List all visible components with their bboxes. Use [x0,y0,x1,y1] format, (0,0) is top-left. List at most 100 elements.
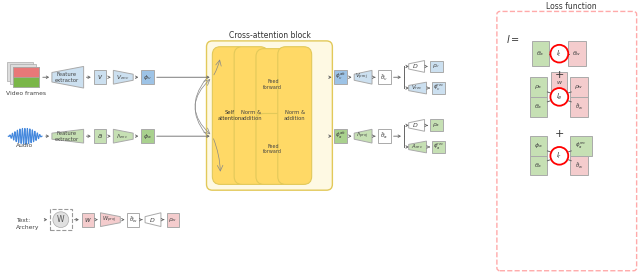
Text: $\rho_v$: $\rho_v$ [433,62,440,70]
Text: $\rho_a$: $\rho_a$ [534,83,543,91]
Text: $W_{proj}$: $W_{proj}$ [102,215,116,225]
FancyBboxPatch shape [278,47,312,184]
FancyBboxPatch shape [141,129,154,143]
Circle shape [53,212,68,227]
Text: $a$: $a$ [97,132,103,140]
Text: Loss function: Loss function [547,2,597,11]
Text: $\rho_w$: $\rho_w$ [574,83,584,91]
Polygon shape [354,129,372,143]
Text: $l =$: $l =$ [506,33,520,45]
FancyBboxPatch shape [433,82,445,94]
Text: $A_{rec}$: $A_{rec}$ [411,143,422,151]
Text: $\hat{\theta}_v$: $\hat{\theta}_v$ [380,72,388,83]
Text: $D$: $D$ [412,62,419,70]
FancyBboxPatch shape [570,136,592,156]
Text: $\Lambda_{proj}$: $\Lambda_{proj}$ [356,131,369,141]
FancyBboxPatch shape [431,119,444,131]
Text: W: W [57,215,65,224]
Polygon shape [145,213,161,227]
FancyBboxPatch shape [82,213,93,227]
Text: +: + [555,129,564,139]
Text: $\phi_v^{rec}$: $\phi_v^{rec}$ [433,83,444,93]
FancyBboxPatch shape [529,156,547,175]
Text: $\hat{\theta}_w$: $\hat{\theta}_w$ [129,214,138,225]
FancyBboxPatch shape [141,70,154,84]
Text: Feed
forward: Feed forward [264,143,282,154]
Text: $V_{proj}$: $V_{proj}$ [355,72,369,82]
Text: $l_r$: $l_r$ [556,151,563,161]
Text: $\phi_a$: $\phi_a$ [143,132,152,141]
Text: $\theta_w$: $\theta_w$ [572,49,582,58]
Text: Audio: Audio [15,143,33,148]
Text: $\phi_v^{att}$: $\phi_v^{att}$ [335,72,346,82]
FancyBboxPatch shape [529,77,547,97]
FancyBboxPatch shape [378,70,391,84]
FancyBboxPatch shape [13,68,39,87]
Text: Feature
extractor: Feature extractor [54,72,79,83]
Text: $w$: $w$ [556,79,563,86]
Text: $\theta_a$: $\theta_a$ [536,49,545,58]
Text: $v$: $v$ [97,73,103,81]
Text: $\phi_a$: $\phi_a$ [534,141,543,150]
Circle shape [550,147,568,165]
Text: $\phi_a^{att}$: $\phi_a^{att}$ [335,131,346,141]
Polygon shape [409,82,426,94]
FancyBboxPatch shape [7,62,33,81]
FancyBboxPatch shape [10,64,36,84]
Text: $w$: $w$ [84,216,92,224]
FancyBboxPatch shape [93,70,106,84]
Polygon shape [52,129,84,143]
Polygon shape [354,70,372,84]
Text: Norm &
addition: Norm & addition [240,110,262,121]
FancyBboxPatch shape [212,47,246,184]
Polygon shape [100,213,120,227]
Text: $\phi_a^{rec}$: $\phi_a^{rec}$ [575,141,587,151]
Text: Text:: Text: [16,218,30,223]
Text: $\rho_a$: $\rho_a$ [433,121,440,129]
Text: $\phi_v$: $\phi_v$ [143,73,152,82]
FancyBboxPatch shape [378,129,391,143]
Text: Video frames: Video frames [6,92,46,97]
Text: $l_e$: $l_e$ [556,92,563,102]
Polygon shape [409,61,424,72]
Text: Feature
extractor: Feature extractor [54,131,79,141]
Text: $l_t$: $l_t$ [556,49,563,59]
FancyBboxPatch shape [127,213,139,227]
FancyBboxPatch shape [334,129,348,143]
Text: Feed
forward: Feed forward [264,79,282,90]
Text: $\hat{\theta}_a$: $\hat{\theta}_a$ [380,131,388,141]
FancyBboxPatch shape [568,41,586,66]
Circle shape [550,45,568,62]
FancyBboxPatch shape [256,114,290,184]
FancyBboxPatch shape [570,77,588,97]
Text: $\theta_a$: $\theta_a$ [534,161,543,170]
Text: Norm &
addition: Norm & addition [284,110,305,121]
FancyBboxPatch shape [50,209,72,230]
Text: $\theta_a$: $\theta_a$ [534,102,543,111]
Text: $V_{enc}$: $V_{enc}$ [116,73,129,82]
Text: $\hat{\theta}_w$: $\hat{\theta}_w$ [575,160,584,171]
FancyBboxPatch shape [13,68,39,77]
Text: $\rho_w$: $\rho_w$ [168,216,177,224]
FancyBboxPatch shape [431,61,444,72]
Polygon shape [409,141,426,153]
Text: $\phi_a^{rec}$: $\phi_a^{rec}$ [433,142,444,152]
Circle shape [550,88,568,106]
FancyBboxPatch shape [570,97,588,117]
Text: $V_{rec}$: $V_{rec}$ [411,84,422,93]
Text: +: + [555,70,564,80]
FancyBboxPatch shape [552,72,567,92]
Text: $\hat{\theta}_w$: $\hat{\theta}_w$ [575,101,584,112]
Text: $D$: $D$ [412,121,419,129]
Text: Cross-attention block: Cross-attention block [228,30,310,40]
FancyBboxPatch shape [529,97,547,117]
FancyBboxPatch shape [93,129,106,143]
FancyBboxPatch shape [532,41,549,66]
Polygon shape [409,119,424,131]
FancyBboxPatch shape [529,136,547,156]
Polygon shape [113,70,133,84]
FancyBboxPatch shape [334,70,348,84]
FancyBboxPatch shape [207,41,332,190]
Text: $\Lambda_{enc}$: $\Lambda_{enc}$ [116,132,129,141]
FancyBboxPatch shape [570,156,588,175]
